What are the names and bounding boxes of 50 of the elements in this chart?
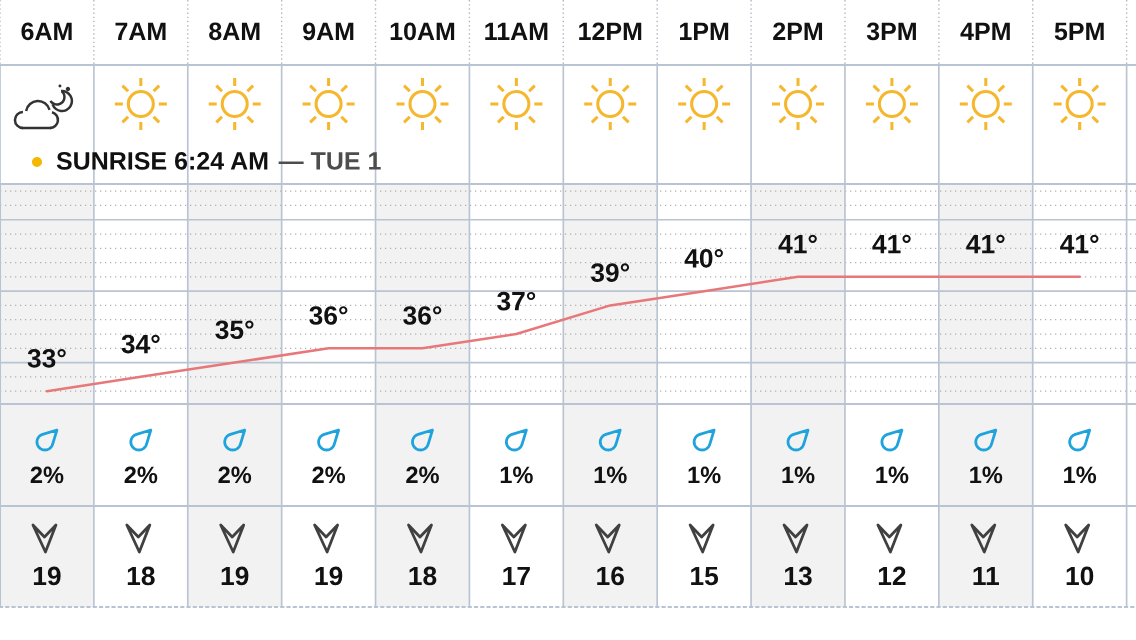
data-label: 19 bbox=[221, 566, 249, 586]
data-label: 19 bbox=[33, 566, 61, 586]
data-label: 41° bbox=[966, 234, 1005, 254]
x-tick-label: 12PM bbox=[579, 22, 642, 40]
data-label: 12 bbox=[878, 566, 906, 586]
data-label: 37° bbox=[497, 291, 536, 311]
data-label: 39° bbox=[590, 263, 630, 282]
x-tick-label: 2PM bbox=[773, 22, 823, 40]
x-tick-label: 7AM bbox=[115, 22, 166, 40]
data-label: 41° bbox=[1060, 234, 1099, 254]
data-label: 10 bbox=[1066, 566, 1094, 586]
x-tick-label: 11AM bbox=[485, 22, 548, 40]
x-tick-label: 6AM bbox=[21, 22, 72, 41]
data-label: 1% bbox=[970, 466, 1003, 484]
data-label: 2% bbox=[312, 466, 346, 484]
data-label: 1% bbox=[688, 466, 721, 484]
data-label: 2% bbox=[124, 466, 158, 484]
data-label: 17 bbox=[503, 566, 530, 586]
data-label: 40° bbox=[684, 248, 723, 268]
data-label: 19 bbox=[315, 566, 343, 586]
data-label: 34° bbox=[121, 334, 160, 354]
data-label: 11 bbox=[973, 566, 999, 586]
data-label: 36° bbox=[309, 306, 348, 325]
data-label: 18 bbox=[409, 566, 437, 586]
x-tick-label: 5PM bbox=[1054, 22, 1104, 41]
data-label: 13 bbox=[785, 566, 812, 586]
data-label: 35° bbox=[215, 320, 254, 340]
data-label: 2% bbox=[30, 466, 64, 484]
x-tick-label: 9AM bbox=[303, 22, 354, 41]
x-tick-label: 1PM bbox=[680, 22, 729, 40]
text: SUNRISE 6:24 AM bbox=[56, 152, 268, 170]
text: — TUE 1 bbox=[278, 152, 381, 170]
data-label: 2% bbox=[406, 466, 439, 484]
data-label: 1% bbox=[782, 466, 815, 484]
x-tick-label: 8AM bbox=[209, 22, 260, 41]
data-label: 1% bbox=[500, 466, 533, 484]
x-tick-label: 10AM bbox=[390, 22, 455, 41]
data-label: 1% bbox=[594, 466, 627, 484]
x-tick-label: 4PM bbox=[960, 22, 1010, 40]
data-label: 36° bbox=[403, 306, 442, 325]
x-tick-label: 3PM bbox=[866, 22, 916, 41]
data-label: 41° bbox=[872, 234, 911, 254]
data-label: 2% bbox=[218, 466, 252, 484]
data-label: 41° bbox=[778, 234, 817, 254]
data-label: 16 bbox=[597, 566, 624, 586]
data-label: 1% bbox=[876, 466, 909, 484]
data-label: 33° bbox=[27, 348, 66, 368]
data-label: 18 bbox=[127, 566, 155, 586]
data-label: 1% bbox=[1064, 466, 1097, 484]
data-label: 15 bbox=[691, 566, 719, 586]
